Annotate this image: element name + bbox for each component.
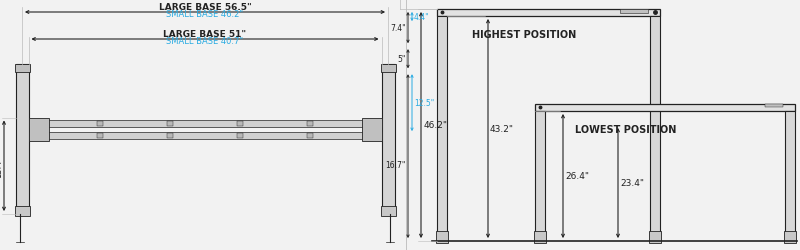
Bar [97, 133, 103, 138]
Text: LARGE BASE 51": LARGE BASE 51" [163, 30, 246, 39]
Bar [535, 104, 795, 112]
Bar [437, 10, 660, 17]
Text: SMALL BASE 46.2": SMALL BASE 46.2" [166, 10, 243, 19]
Bar [362, 118, 382, 141]
Text: 5": 5" [398, 55, 406, 64]
Bar [15, 65, 29, 214]
Text: 16.7": 16.7" [386, 160, 406, 169]
Bar [29, 132, 382, 139]
Bar [237, 121, 243, 126]
Bar [620, 10, 648, 14]
Bar [784, 231, 796, 243]
Bar [381, 65, 395, 73]
Bar [14, 206, 30, 216]
Bar [535, 112, 545, 241]
Bar [307, 133, 313, 138]
Bar [649, 231, 661, 243]
Bar [765, 104, 783, 108]
Text: LARGE BASE 56.5": LARGE BASE 56.5" [158, 3, 251, 12]
Text: 12.5": 12.5" [414, 99, 434, 108]
Bar [785, 112, 795, 241]
Bar [437, 17, 447, 241]
Text: HIGHEST POSITION: HIGHEST POSITION [472, 30, 576, 40]
Bar [381, 206, 395, 216]
Text: 4.4": 4.4" [414, 13, 430, 22]
Text: 13.4": 13.4" [0, 155, 3, 177]
Bar [167, 133, 173, 138]
Bar [167, 121, 173, 126]
Bar [14, 65, 30, 73]
Bar [29, 118, 49, 141]
Text: LOWEST POSITION: LOWEST POSITION [575, 124, 676, 134]
Bar [436, 231, 448, 243]
Text: 26.4": 26.4" [565, 172, 589, 181]
Text: 7.4": 7.4" [390, 24, 406, 33]
Text: 43.2": 43.2" [490, 124, 514, 134]
Bar [534, 231, 546, 243]
Text: 46.2": 46.2" [424, 121, 448, 130]
Bar [29, 120, 382, 127]
Text: SMALL BASE 40.7": SMALL BASE 40.7" [166, 37, 243, 46]
Bar [237, 133, 243, 138]
Bar [650, 17, 660, 241]
Bar [382, 65, 394, 214]
Bar [307, 121, 313, 126]
Text: 23.4": 23.4" [620, 179, 644, 188]
Bar [97, 121, 103, 126]
